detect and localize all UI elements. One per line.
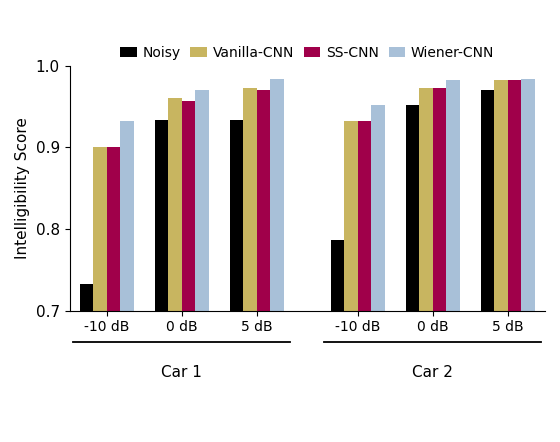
Bar [120,121,134,442]
Bar [521,79,534,442]
Bar [480,90,494,442]
Legend: Noisy, Vanilla-CNN, SS-CNN, Wiener-CNN: Noisy, Vanilla-CNN, SS-CNN, Wiener-CNN [115,41,500,66]
Bar [243,88,256,442]
Text: Car 2: Car 2 [412,365,453,380]
Bar [371,105,385,442]
Bar [331,240,344,442]
Bar [270,80,284,442]
Bar [182,101,195,442]
Bar [230,120,243,442]
Text: Car 1: Car 1 [161,365,202,380]
Bar [195,90,209,442]
Bar [433,88,446,442]
Bar [358,121,371,442]
Bar [406,105,419,442]
Bar [256,90,270,442]
Bar [80,284,94,442]
Bar [169,98,182,442]
Bar [494,80,507,442]
Bar [419,88,433,442]
Y-axis label: Intelligibility Score: Intelligibility Score [15,117,30,259]
Bar [446,80,460,442]
Bar [507,80,521,442]
Bar [107,147,120,442]
Bar [94,147,107,442]
Bar [344,121,358,442]
Bar [155,120,169,442]
